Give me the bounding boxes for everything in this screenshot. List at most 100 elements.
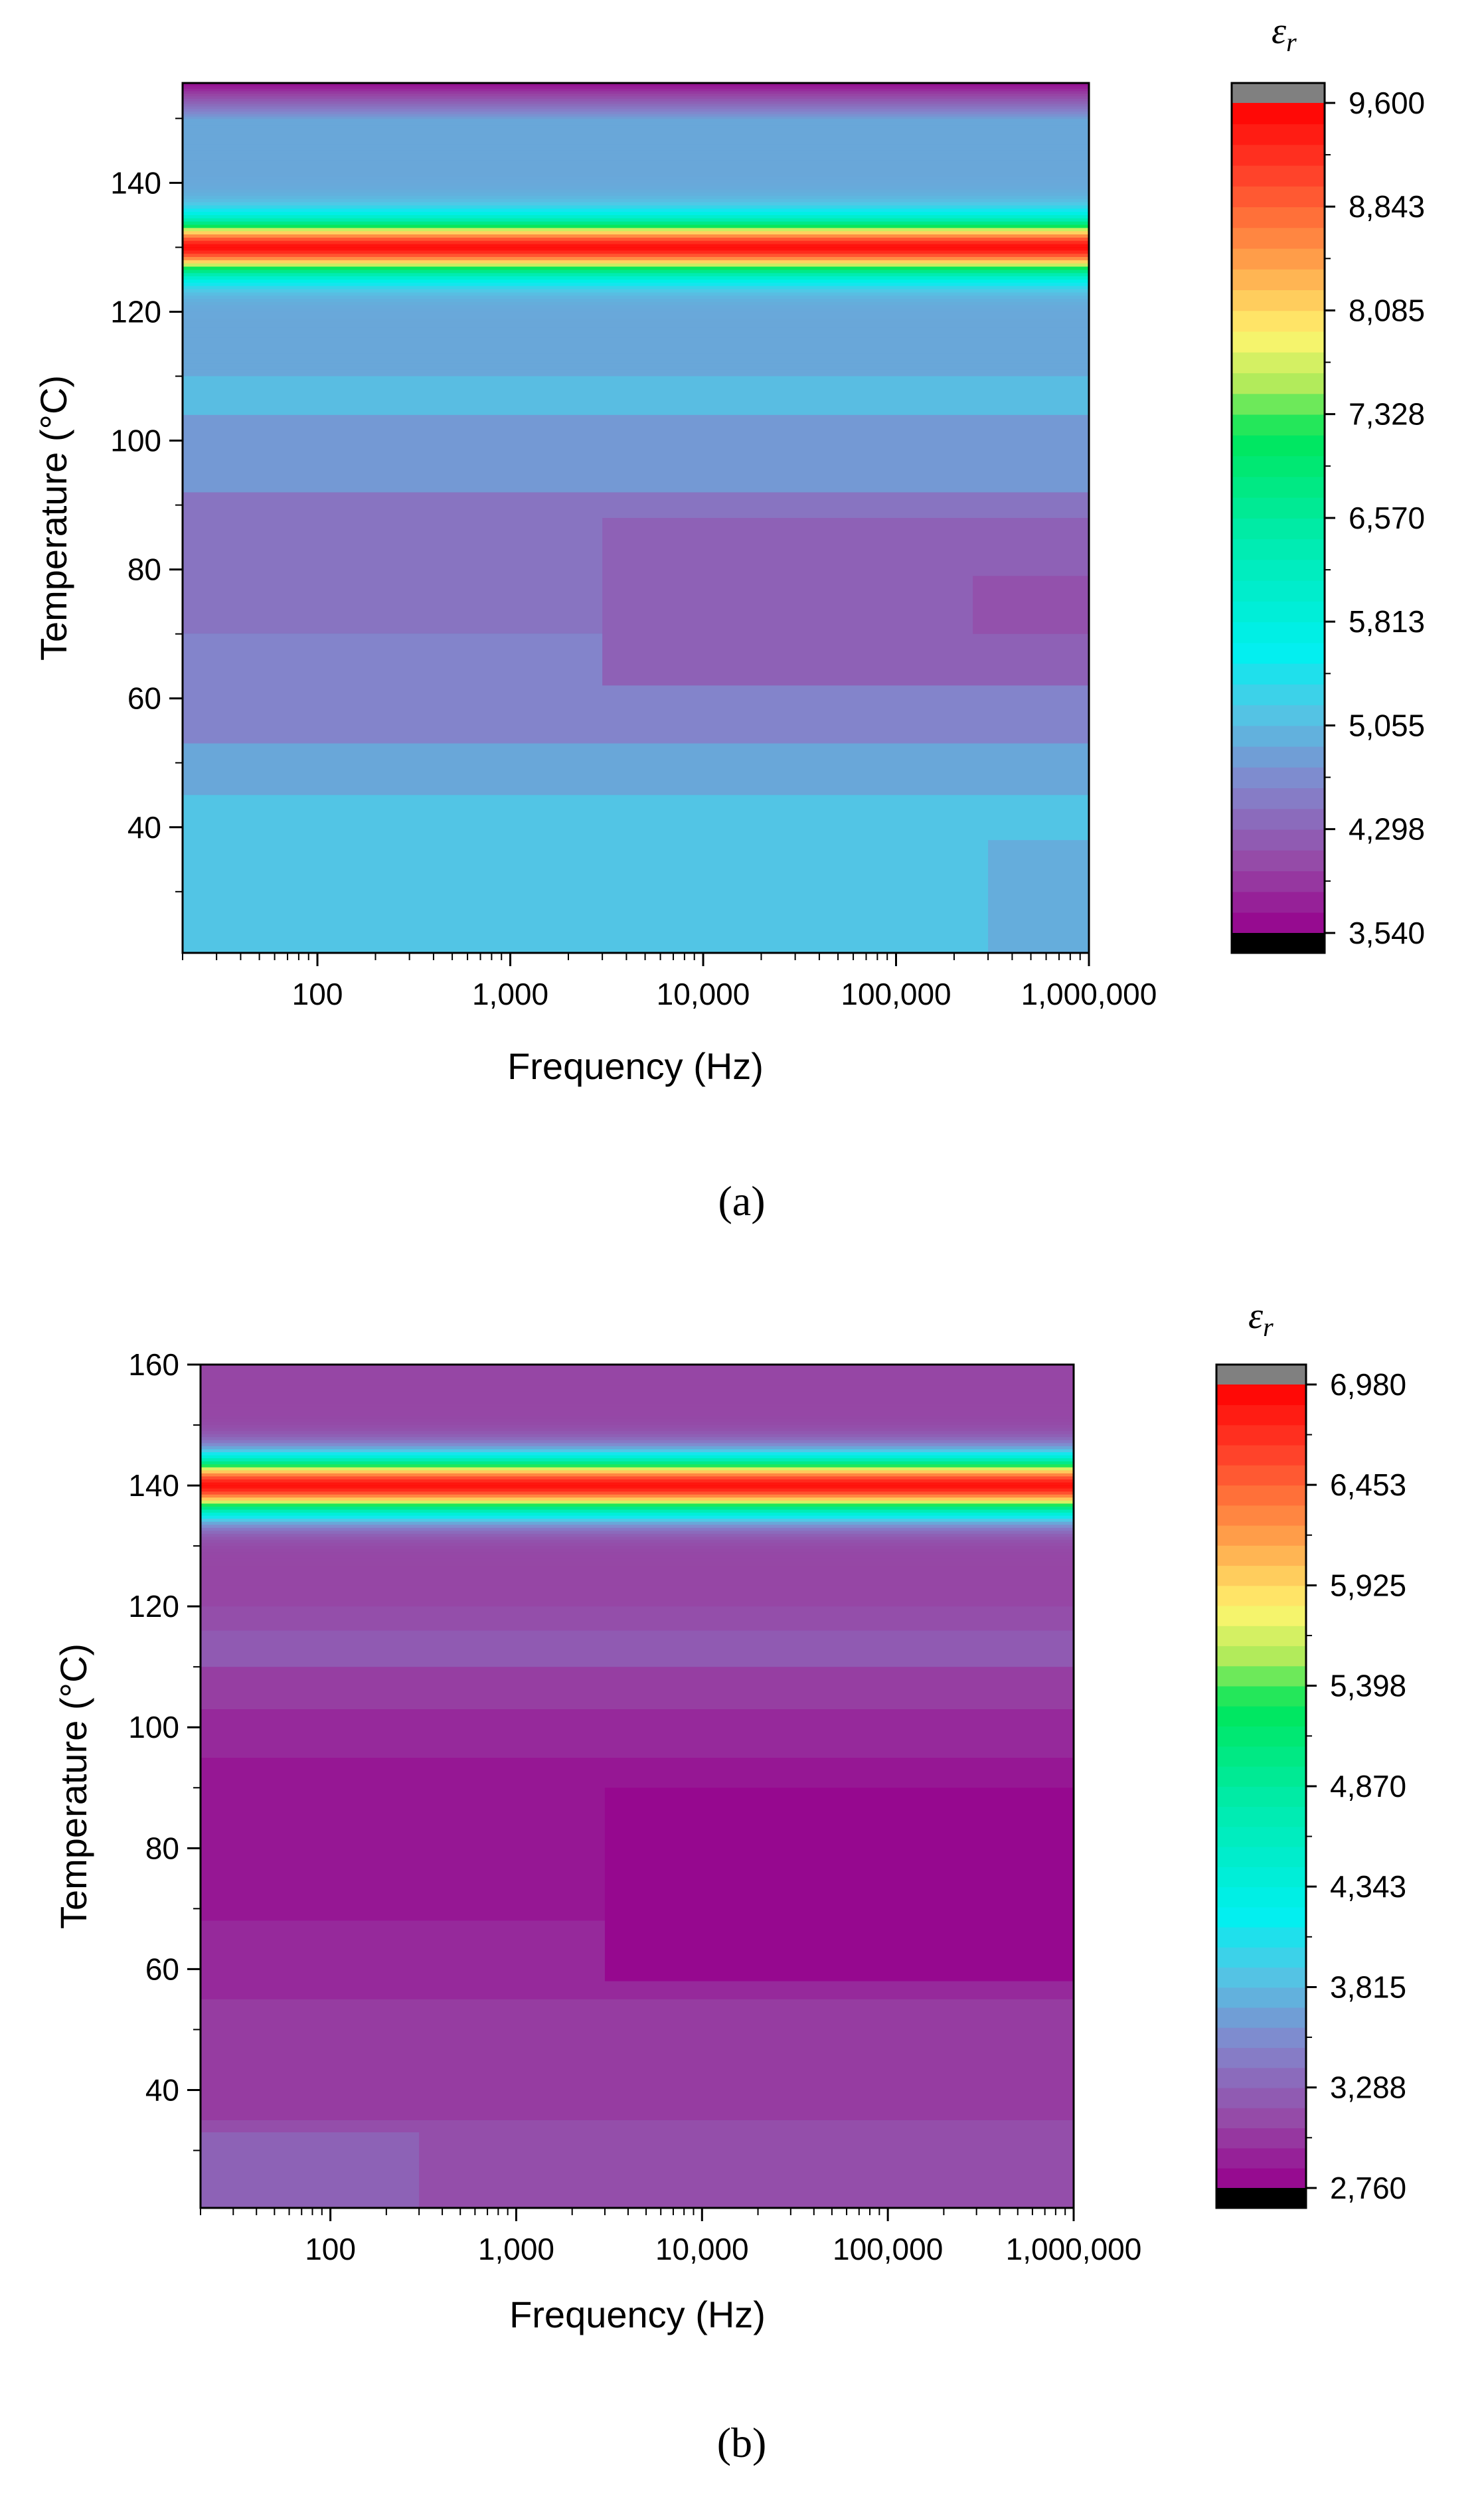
panel-label-a: (a) xyxy=(718,1177,765,1224)
heatmap-b-region-5 xyxy=(604,1788,1074,1981)
panel-b: 100 1,000 10,000 100,000 1,000,000 40 60 80 100… xyxy=(52,1296,1406,2466)
y-tick-label: 60 xyxy=(145,1952,179,1986)
colorbar-a-band xyxy=(1232,601,1325,623)
colorbar-b-band xyxy=(1216,1726,1306,1747)
y-tick-label: 100 xyxy=(128,1710,179,1744)
heatmap-a-peak-band xyxy=(183,247,1089,248)
x-tick-label: 100 xyxy=(292,977,343,1011)
colorbar-b-band xyxy=(1216,1846,1306,1867)
colorbar-tick-label: 7,328 xyxy=(1349,397,1425,432)
colorbar-a-band xyxy=(1232,269,1325,291)
y-tick-label: 100 xyxy=(110,424,161,458)
colorbar-b-band xyxy=(1216,1766,1306,1787)
heatmap-b-peak-band xyxy=(201,1485,1074,1487)
colorbar-b-band xyxy=(1216,1746,1306,1767)
colorbar-a-band xyxy=(1232,476,1325,498)
heatmap-a-top-band xyxy=(183,96,1089,99)
heatmap-a-top-band xyxy=(183,100,1089,104)
colorbar-b-band xyxy=(1216,1605,1306,1626)
heatmap-a-top-band xyxy=(183,90,1089,94)
colorbar-a-band xyxy=(1232,124,1325,145)
colorbar-a-band xyxy=(1232,186,1325,208)
heatmap-a-top-band xyxy=(183,83,1089,86)
colorbar-b: 2,760 3,288 3,815 4,343 4,870 5,398 5,925 6,453… xyxy=(1215,1363,1406,2209)
y-tick-label: 40 xyxy=(127,810,161,845)
heatmap-a-region-7 xyxy=(183,414,1089,493)
colorbar-tick-label: 4,343 xyxy=(1330,1869,1406,1904)
x-tick-label: 1,000,000 xyxy=(1006,2232,1142,2266)
colorbar-b-band xyxy=(1216,2167,1306,2189)
y-tick-label: 80 xyxy=(145,1831,179,1865)
colorbar-a-band xyxy=(1232,767,1325,789)
x-tick-label: 100,000 xyxy=(841,977,951,1011)
colorbar-tick-label: 5,055 xyxy=(1349,709,1425,743)
y-tick-label: 140 xyxy=(110,165,161,200)
y-tick-label: 120 xyxy=(110,294,161,329)
colorbar-b-title-symbol: ε xyxy=(1248,1296,1264,1337)
colorbar-b-band xyxy=(1216,1404,1306,1426)
colorbar-b-band xyxy=(1216,1444,1306,1466)
x-tick-label: 100,000 xyxy=(833,2232,943,2266)
colorbar-b-title-subscript: r xyxy=(1263,1312,1274,1342)
colorbar-a-band xyxy=(1232,144,1325,166)
colorbar-b-band xyxy=(1216,1565,1306,1586)
heatmap-a-top-band xyxy=(183,110,1089,114)
colorbar-a-band xyxy=(1232,642,1325,664)
x-tick-label: 1,000 xyxy=(478,2232,554,2266)
heatmap-a-top-band xyxy=(183,85,1089,89)
colorbar-tick-label: 6,980 xyxy=(1330,1367,1406,1402)
x-axis-label-b: Frequency (Hz) xyxy=(509,2294,766,2335)
colorbar-a-band xyxy=(1232,227,1325,249)
colorbar-a-band xyxy=(1232,808,1325,830)
colorbar-a-top-cap xyxy=(1232,83,1325,103)
colorbar-tick-label: 5,925 xyxy=(1330,1568,1406,1603)
colorbar-b-band xyxy=(1216,1826,1306,1847)
colorbar-b-band xyxy=(1216,1384,1306,1406)
colorbar-a-band xyxy=(1232,435,1325,457)
colorbar-a-band xyxy=(1232,788,1325,809)
plot-a-frame xyxy=(181,82,1090,954)
colorbar-b-band xyxy=(1216,1906,1306,1928)
colorbar-a-band xyxy=(1232,705,1325,726)
y-axis-label-b: Temperature (°C) xyxy=(52,1643,94,1929)
colorbar-a-band xyxy=(1232,622,1325,643)
heatmap-b-region-1 xyxy=(201,2132,420,2208)
x-axis-b: 100 1,000 10,000 100,000 1,000,000 xyxy=(200,2208,1142,2266)
colorbar-b-band xyxy=(1216,1424,1306,1446)
colorbar-a-band xyxy=(1232,871,1325,892)
heatmap-a-top-band xyxy=(183,98,1089,102)
colorbar-a-band xyxy=(1232,290,1325,311)
x-tick-label: 100 xyxy=(305,2232,356,2266)
colorbar-b-band xyxy=(1216,1786,1306,1807)
colorbar-b-band xyxy=(1216,2147,1306,2169)
y-axis-b: 40 60 80 100 120 140 160 xyxy=(128,1347,201,2151)
colorbar-a: 3,540 4,298 5,055 5,813 6,570 7,328 8,085 8,843… xyxy=(1230,82,1425,954)
colorbar-a-band xyxy=(1232,373,1325,394)
colorbar-a-band xyxy=(1232,912,1325,934)
colorbar-tick-label: 6,570 xyxy=(1349,501,1425,535)
colorbar-a-band xyxy=(1232,829,1325,851)
x-tick-label: 1,000,000 xyxy=(1021,977,1157,1011)
colorbar-a-title-subscript: r xyxy=(1286,27,1297,57)
colorbar-tick-label: 3,540 xyxy=(1349,916,1425,950)
y-axis-label-a: Temperature (°C) xyxy=(33,375,74,661)
plot-b-frame xyxy=(199,1363,1075,2209)
colorbar-b-band xyxy=(1216,2108,1306,2129)
heatmap-a-top-band xyxy=(183,93,1089,97)
panel-a: 100 1,000 10,000 100,000 1,000,000 40 60 80 100… xyxy=(33,11,1425,1224)
heatmap-a-region-2 xyxy=(183,743,1089,796)
heatmap-a-region-1 xyxy=(988,840,1089,953)
colorbar-tick-label: 4,870 xyxy=(1330,1769,1406,1803)
colorbar-a-band xyxy=(1232,207,1325,228)
colorbar-tick-label: 9,600 xyxy=(1349,86,1425,120)
heatmap-a-top-band xyxy=(183,116,1089,120)
y-tick-label: 40 xyxy=(145,2072,179,2107)
colorbar-a-band xyxy=(1232,684,1325,706)
colorbar-a-band xyxy=(1232,352,1325,374)
colorbar-b-band xyxy=(1216,1947,1306,1968)
colorbar-b-band xyxy=(1216,1926,1306,1948)
colorbar-b-bottom-cap xyxy=(1216,2188,1306,2208)
colorbar-b-band xyxy=(1216,1626,1306,1647)
colorbar-b-top-cap xyxy=(1216,1365,1306,1384)
